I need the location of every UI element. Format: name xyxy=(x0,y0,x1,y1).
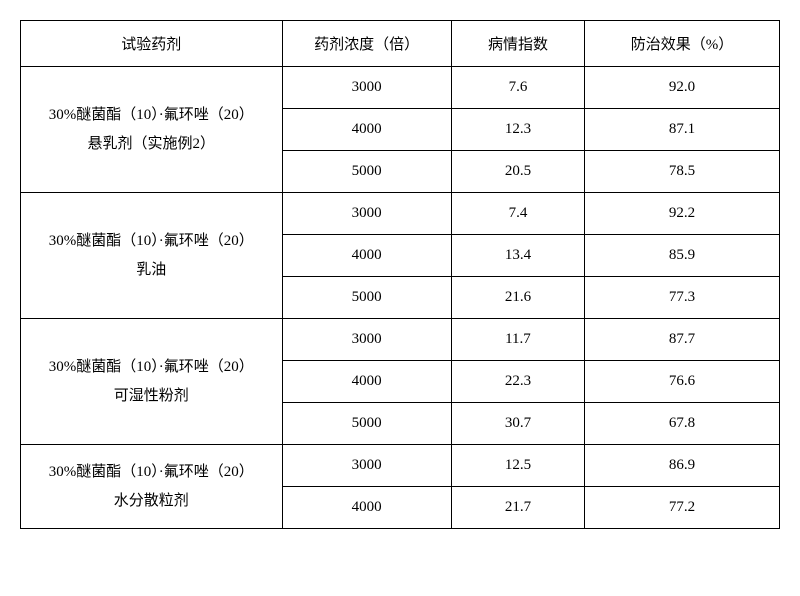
conc-cell: 5000 xyxy=(282,277,451,319)
header-agent: 试验药剂 xyxy=(21,21,283,67)
idx-cell: 21.7 xyxy=(451,487,584,529)
conc-cell: 4000 xyxy=(282,109,451,151)
agent-line1: 30%醚菌酯（10）·氟环唑（20） xyxy=(49,464,254,480)
eff-cell: 78.5 xyxy=(585,151,780,193)
agent-line2: 悬乳剂（实施例2） xyxy=(88,136,216,152)
agent-line1: 30%醚菌酯（10）·氟环唑（20） xyxy=(49,233,254,249)
table-row: 30%醚菌酯（10）·氟环唑（20） 悬乳剂（实施例2） 3000 7.6 92… xyxy=(21,67,780,109)
table-row: 30%醚菌酯（10）·氟环唑（20） 乳油 3000 7.4 92.2 xyxy=(21,193,780,235)
agent-line1: 30%醚菌酯（10）·氟环唑（20） xyxy=(49,107,254,123)
eff-cell: 67.8 xyxy=(585,403,780,445)
idx-cell: 20.5 xyxy=(451,151,584,193)
conc-cell: 3000 xyxy=(282,193,451,235)
eff-cell: 76.6 xyxy=(585,361,780,403)
conc-cell: 4000 xyxy=(282,361,451,403)
agent-cell: 30%醚菌酯（10）·氟环唑（20） 悬乳剂（实施例2） xyxy=(21,67,283,193)
idx-cell: 13.4 xyxy=(451,235,584,277)
conc-cell: 4000 xyxy=(282,235,451,277)
idx-cell: 22.3 xyxy=(451,361,584,403)
agent-cell: 30%醚菌酯（10）·氟环唑（20） 乳油 xyxy=(21,193,283,319)
idx-cell: 11.7 xyxy=(451,319,584,361)
eff-cell: 92.0 xyxy=(585,67,780,109)
idx-cell: 21.6 xyxy=(451,277,584,319)
header-concentration: 药剂浓度（倍） xyxy=(282,21,451,67)
agent-cell: 30%醚菌酯（10）·氟环唑（20） 水分散粒剂 xyxy=(21,445,283,529)
header-efficacy: 防治效果（%） xyxy=(585,21,780,67)
conc-cell: 3000 xyxy=(282,67,451,109)
eff-cell: 77.2 xyxy=(585,487,780,529)
agent-line2: 可湿性粉剂 xyxy=(114,388,189,404)
idx-cell: 7.6 xyxy=(451,67,584,109)
idx-cell: 7.4 xyxy=(451,193,584,235)
conc-cell: 3000 xyxy=(282,445,451,487)
table-row: 30%醚菌酯（10）·氟环唑（20） 水分散粒剂 3000 12.5 86.9 xyxy=(21,445,780,487)
agent-cell: 30%醚菌酯（10）·氟环唑（20） 可湿性粉剂 xyxy=(21,319,283,445)
conc-cell: 4000 xyxy=(282,487,451,529)
efficacy-table: 试验药剂 药剂浓度（倍） 病情指数 防治效果（%） 30%醚菌酯（10）·氟环唑… xyxy=(20,20,780,529)
eff-cell: 86.9 xyxy=(585,445,780,487)
idx-cell: 30.7 xyxy=(451,403,584,445)
conc-cell: 5000 xyxy=(282,151,451,193)
header-index: 病情指数 xyxy=(451,21,584,67)
table-row: 30%醚菌酯（10）·氟环唑（20） 可湿性粉剂 3000 11.7 87.7 xyxy=(21,319,780,361)
agent-line2: 水分散粒剂 xyxy=(114,493,189,509)
agent-line1: 30%醚菌酯（10）·氟环唑（20） xyxy=(49,359,254,375)
idx-cell: 12.5 xyxy=(451,445,584,487)
eff-cell: 85.9 xyxy=(585,235,780,277)
conc-cell: 3000 xyxy=(282,319,451,361)
agent-line2: 乳油 xyxy=(136,262,166,278)
idx-cell: 12.3 xyxy=(451,109,584,151)
eff-cell: 77.3 xyxy=(585,277,780,319)
eff-cell: 92.2 xyxy=(585,193,780,235)
table-header-row: 试验药剂 药剂浓度（倍） 病情指数 防治效果（%） xyxy=(21,21,780,67)
eff-cell: 87.1 xyxy=(585,109,780,151)
conc-cell: 5000 xyxy=(282,403,451,445)
eff-cell: 87.7 xyxy=(585,319,780,361)
